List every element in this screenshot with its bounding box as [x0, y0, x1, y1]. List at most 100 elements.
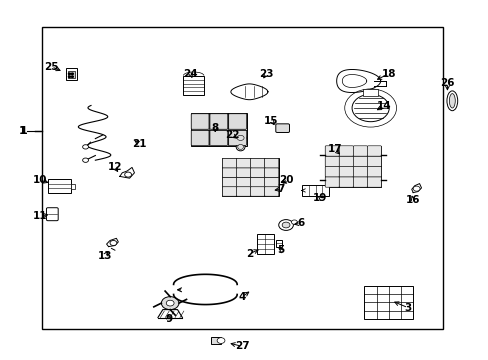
FancyBboxPatch shape: [222, 168, 236, 177]
Text: 2: 2: [245, 249, 252, 259]
Circle shape: [166, 300, 174, 306]
FancyBboxPatch shape: [264, 168, 278, 177]
Circle shape: [351, 94, 388, 122]
FancyBboxPatch shape: [209, 130, 227, 145]
FancyBboxPatch shape: [228, 130, 246, 145]
FancyBboxPatch shape: [366, 146, 381, 156]
FancyBboxPatch shape: [352, 166, 366, 177]
Text: 14: 14: [376, 101, 390, 111]
Bar: [325, 146, 381, 187]
Bar: [41, 27, 442, 329]
FancyBboxPatch shape: [236, 168, 250, 177]
FancyBboxPatch shape: [191, 114, 208, 129]
FancyBboxPatch shape: [236, 187, 250, 196]
FancyBboxPatch shape: [264, 177, 278, 187]
Text: 26: 26: [439, 78, 454, 88]
Circle shape: [291, 220, 297, 224]
FancyBboxPatch shape: [264, 187, 278, 196]
Circle shape: [412, 186, 419, 191]
Circle shape: [82, 145, 88, 149]
Bar: [190, 113, 246, 146]
Ellipse shape: [448, 94, 454, 108]
Text: 4: 4: [238, 292, 245, 302]
Text: 27: 27: [234, 341, 249, 351]
Bar: [256, 234, 273, 254]
FancyBboxPatch shape: [325, 166, 339, 177]
Text: 10: 10: [33, 175, 47, 185]
Text: 9: 9: [165, 314, 172, 324]
Circle shape: [278, 220, 293, 230]
Ellipse shape: [236, 143, 244, 151]
FancyBboxPatch shape: [366, 166, 381, 177]
Text: 23: 23: [259, 69, 273, 79]
Ellipse shape: [237, 135, 244, 140]
Text: 15: 15: [264, 116, 278, 126]
FancyBboxPatch shape: [250, 177, 264, 187]
FancyBboxPatch shape: [228, 114, 246, 129]
Circle shape: [217, 338, 224, 343]
FancyBboxPatch shape: [236, 158, 250, 168]
FancyBboxPatch shape: [339, 146, 352, 156]
Text: 24: 24: [183, 69, 198, 79]
Bar: [68, 71, 75, 78]
Text: 19: 19: [312, 193, 327, 203]
Ellipse shape: [235, 134, 245, 142]
FancyBboxPatch shape: [264, 158, 278, 168]
Text: 11: 11: [33, 211, 47, 221]
FancyBboxPatch shape: [366, 177, 381, 187]
FancyBboxPatch shape: [325, 156, 339, 166]
Bar: [222, 158, 278, 196]
Circle shape: [71, 76, 73, 77]
FancyBboxPatch shape: [352, 177, 366, 187]
Text: 5: 5: [277, 245, 284, 255]
FancyBboxPatch shape: [339, 177, 352, 187]
Circle shape: [282, 222, 289, 228]
FancyBboxPatch shape: [275, 124, 289, 132]
Bar: [183, 76, 203, 95]
Text: 18: 18: [381, 69, 395, 79]
Bar: [276, 240, 282, 247]
Circle shape: [82, 158, 88, 162]
Bar: [48, 179, 71, 193]
FancyBboxPatch shape: [222, 158, 236, 168]
Text: 1: 1: [19, 126, 25, 136]
Bar: [211, 337, 221, 344]
Circle shape: [71, 73, 73, 75]
Text: 25: 25: [44, 62, 59, 72]
Circle shape: [124, 172, 131, 177]
FancyBboxPatch shape: [325, 146, 339, 156]
Bar: [364, 286, 412, 319]
FancyBboxPatch shape: [222, 177, 236, 187]
Text: 16: 16: [405, 195, 420, 205]
Bar: [71, 184, 75, 189]
FancyBboxPatch shape: [325, 177, 339, 187]
Text: 12: 12: [107, 162, 122, 172]
Text: 13: 13: [98, 251, 112, 261]
Circle shape: [161, 297, 179, 310]
FancyBboxPatch shape: [339, 166, 352, 177]
FancyBboxPatch shape: [236, 177, 250, 187]
Text: 1: 1: [20, 126, 27, 136]
FancyBboxPatch shape: [339, 156, 352, 166]
FancyBboxPatch shape: [366, 156, 381, 166]
FancyBboxPatch shape: [250, 168, 264, 177]
FancyBboxPatch shape: [209, 114, 227, 129]
FancyBboxPatch shape: [191, 130, 208, 145]
Text: 3: 3: [404, 303, 411, 313]
Circle shape: [68, 76, 70, 77]
Text: 17: 17: [327, 144, 342, 154]
Text: 6: 6: [297, 218, 304, 228]
Text: 21: 21: [132, 139, 146, 149]
FancyBboxPatch shape: [222, 187, 236, 196]
FancyBboxPatch shape: [46, 208, 58, 221]
FancyBboxPatch shape: [250, 158, 264, 168]
Text: 22: 22: [224, 130, 239, 140]
Circle shape: [68, 73, 70, 75]
Text: 20: 20: [278, 175, 293, 185]
Text: 7: 7: [277, 184, 285, 194]
Bar: [363, 89, 377, 96]
Bar: [302, 185, 328, 196]
FancyBboxPatch shape: [352, 146, 366, 156]
FancyBboxPatch shape: [352, 156, 366, 166]
Ellipse shape: [446, 91, 457, 111]
